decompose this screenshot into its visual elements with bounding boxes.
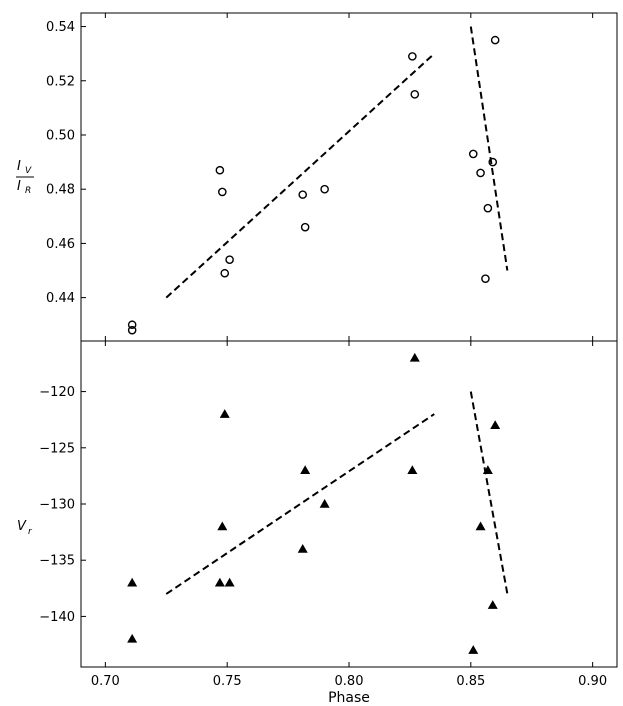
bottom-x-ticks: 0.70 0.75 0.80 0.85 0.90	[91, 341, 607, 689]
bottom-data-points	[127, 352, 501, 654]
data-point	[488, 157, 498, 167]
x-tick-label: 0.85	[456, 674, 485, 689]
data-point	[218, 187, 227, 197]
data-point	[410, 90, 420, 99]
y-tick-label: −140	[39, 610, 75, 625]
data-point	[407, 465, 418, 475]
x-axis-label: Phase	[328, 690, 370, 706]
fit-line	[469, 26, 509, 271]
top-y-axis-label-numerator-sub: V	[25, 166, 32, 176]
data-point	[409, 352, 420, 362]
data-point	[487, 600, 498, 609]
top-fit-lines	[165, 26, 509, 299]
x-tick-label: 0.70	[91, 674, 120, 689]
top-data-points	[127, 35, 500, 335]
fit-line	[165, 413, 435, 595]
data-point	[481, 274, 490, 283]
data-point	[490, 35, 500, 45]
y-tick-label: −120	[39, 385, 75, 400]
y-tick-label: 0.48	[46, 183, 75, 198]
fit-line	[469, 391, 509, 595]
bottom-fit-lines	[165, 391, 509, 595]
data-point	[127, 320, 137, 330]
data-point	[475, 521, 486, 531]
top-y-axis-label-denominator-sub: R	[25, 186, 31, 196]
y-tick-label: −135	[39, 554, 75, 569]
y-tick-label: 0.54	[46, 20, 75, 35]
data-point	[319, 499, 330, 508]
data-point	[225, 255, 234, 264]
top-panel: 0.44 0.46 0.48 0.50 0.52 0.54 I V I R	[16, 12, 618, 342]
data-point	[490, 420, 501, 430]
data-point	[300, 465, 311, 475]
data-point	[408, 52, 417, 61]
data-point	[219, 409, 230, 418]
data-point	[215, 165, 225, 175]
top-panel-frame	[80, 12, 618, 342]
x-tick-label: 0.75	[213, 674, 242, 689]
data-point	[127, 577, 138, 587]
data-point	[483, 203, 493, 213]
bottom-y-ticks: −140 −135 −130 −125 −120	[39, 385, 86, 625]
data-point	[476, 168, 485, 178]
top-y-ticks: 0.44 0.46 0.48 0.50 0.52 0.54	[46, 20, 86, 306]
data-point	[297, 543, 308, 553]
data-point	[127, 633, 138, 643]
data-point	[220, 268, 230, 278]
bottom-panel: −140 −135 −130 −125 −120 0.70 0.75 0.80 0.85 0.9…	[17, 340, 618, 706]
bottom-y-axis-label-sub: r	[28, 527, 33, 537]
data-point	[468, 645, 479, 654]
data-point	[217, 521, 228, 531]
y-tick-label: −125	[39, 441, 75, 456]
y-tick-label: 0.50	[46, 128, 75, 143]
data-point	[468, 149, 478, 159]
bottom-panel-frame	[80, 340, 618, 668]
data-point	[127, 325, 137, 335]
y-tick-label: 0.52	[46, 74, 75, 89]
data-point	[298, 190, 308, 199]
top-y-axis-label-denominator: I	[17, 179, 21, 194]
top-x-ticks	[104, 13, 594, 341]
top-y-axis-label-numerator: I	[17, 159, 21, 174]
bottom-y-axis-label: V	[17, 519, 27, 534]
y-tick-label: 0.46	[46, 237, 75, 252]
y-tick-label: −130	[39, 498, 75, 513]
data-point	[214, 577, 225, 587]
x-tick-label: 0.80	[335, 674, 364, 689]
data-point	[300, 222, 310, 232]
data-point	[482, 465, 493, 475]
x-tick-label: 0.90	[578, 674, 607, 689]
data-point	[224, 577, 235, 587]
data-point	[320, 184, 329, 194]
y-tick-label: 0.44	[46, 291, 75, 306]
fit-line	[165, 52, 435, 299]
